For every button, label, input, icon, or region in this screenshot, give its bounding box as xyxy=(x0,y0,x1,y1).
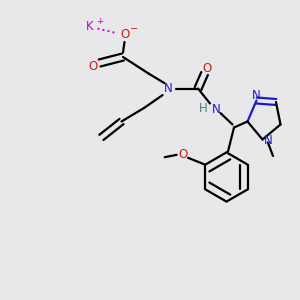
Text: N: N xyxy=(164,82,172,95)
Text: O: O xyxy=(202,62,211,76)
Text: N: N xyxy=(264,134,273,148)
Text: O: O xyxy=(178,148,187,161)
Text: O: O xyxy=(88,59,98,73)
Text: H: H xyxy=(199,101,208,115)
Text: N: N xyxy=(212,103,220,116)
Text: −: − xyxy=(130,24,138,34)
Text: N: N xyxy=(251,89,260,103)
Text: O: O xyxy=(120,28,129,41)
Text: K: K xyxy=(86,20,94,34)
Text: +: + xyxy=(96,17,103,26)
